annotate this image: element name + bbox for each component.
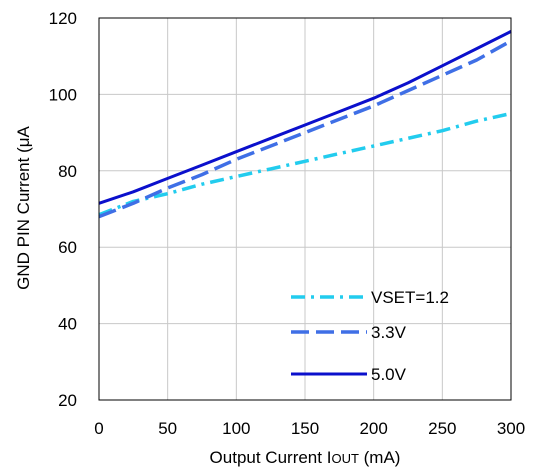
series-lines xyxy=(98,30,512,219)
legend-label: 3.3V xyxy=(371,323,407,342)
grid-lines xyxy=(98,17,512,401)
legend-label: VSET=1.2 xyxy=(371,288,449,307)
x-tick-label: 250 xyxy=(428,419,456,438)
x-tick-labels: 0 50 100 150 200 250 300 xyxy=(94,419,525,438)
y-tick-label: 80 xyxy=(58,162,77,181)
x-axis-label-subscript: OUT xyxy=(331,451,359,466)
series-line xyxy=(98,30,512,205)
legend-label: 5.0V xyxy=(371,365,407,384)
x-tick-label: 100 xyxy=(222,419,250,438)
series-line xyxy=(98,111,512,217)
legend: VSET=1.2 3.3V 5.0V xyxy=(291,288,449,384)
x-tick-label: 50 xyxy=(158,419,177,438)
x-tick-label: 200 xyxy=(359,419,387,438)
x-tick-label: 150 xyxy=(291,419,319,438)
y-tick-label: 60 xyxy=(58,238,77,257)
y-tick-label: 20 xyxy=(58,391,77,410)
y-axis-label: GND PIN Current (μA xyxy=(14,125,33,289)
y-tick-label: 100 xyxy=(49,85,77,104)
x-tick-label: 0 xyxy=(94,419,103,438)
x-axis-label: Output Current IOUT (mA) xyxy=(210,448,401,467)
x-tick-label: 300 xyxy=(497,419,525,438)
plot-frame xyxy=(98,17,512,401)
y-tick-label: 120 xyxy=(49,9,77,28)
x-axis-label-unit: (mA) xyxy=(359,448,401,467)
x-axis-label-symbol: I xyxy=(327,448,332,467)
y-tick-label: 40 xyxy=(58,315,77,334)
x-axis-label-prefix: Output Current xyxy=(210,448,327,467)
y-tick-labels: 20 40 60 80 100 120 xyxy=(49,9,77,410)
